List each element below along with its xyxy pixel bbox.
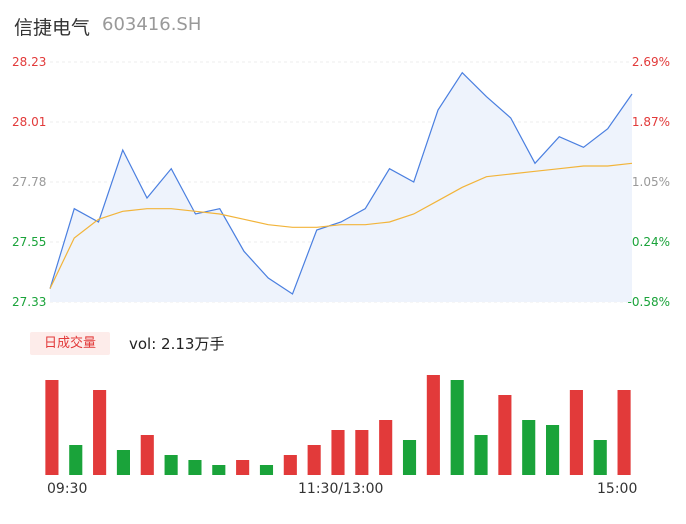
average-price-line [49,162,633,289]
price-tick-label: 27.78 [12,175,46,189]
percent-tick-label: 0.24% [632,235,670,249]
stock-code: 603416.SH [102,14,202,35]
volume-bar [283,455,297,475]
time-label-close: 15:00 [597,481,638,497]
time-label-open: 09:30 [47,481,88,497]
volume-bar [474,435,488,475]
stock-name: 信捷电气 [14,17,91,39]
volume-readout: vol: 2.13万手 [129,335,225,353]
percent-tick-label: 1.87% [632,115,670,129]
volume-bar-chart [45,375,631,475]
price-tick-label: 28.01 [12,115,46,129]
volume-bar [188,460,202,475]
volume-bar [69,445,83,475]
volume-bar [116,450,130,475]
volume-bar [450,380,464,475]
volume-bar [140,435,154,475]
percent-tick-label: 2.69% [632,55,670,69]
volume-bar [164,455,178,475]
volume-bar [212,465,226,475]
volume-bar [355,430,369,475]
volume-bar [569,390,583,475]
daily-volume-badge[interactable]: 日成交量 [30,332,110,355]
volume-bar [93,390,107,475]
price-tick-label: 27.33 [12,295,46,309]
price-tick-label: 27.55 [12,235,46,249]
percent-tick-label: -0.58% [628,295,670,309]
intraday-price-chart: 28.23 28.01 27.78 27.55 27.33 2.69% 1.87% 1.05%… [12,55,670,309]
volume-bar [546,425,560,475]
price-line [49,71,633,295]
volume-bar [236,460,250,475]
volume-bar [426,375,440,475]
volume-bar [379,420,393,475]
volume-bar [259,465,274,475]
time-label-midday: 11:30/13:00 [298,481,384,497]
volume-bar [617,390,631,475]
price-area [50,72,632,303]
volume-bar [593,440,607,475]
volume-bar [402,440,417,475]
volume-bar [45,380,59,475]
price-tick-label: 28.23 [12,55,46,69]
percent-tick-label: 1.05% [632,175,670,189]
volume-bar [498,395,512,475]
volume-bar [522,420,536,475]
volume-bar [331,430,345,475]
volume-bar [307,445,321,475]
